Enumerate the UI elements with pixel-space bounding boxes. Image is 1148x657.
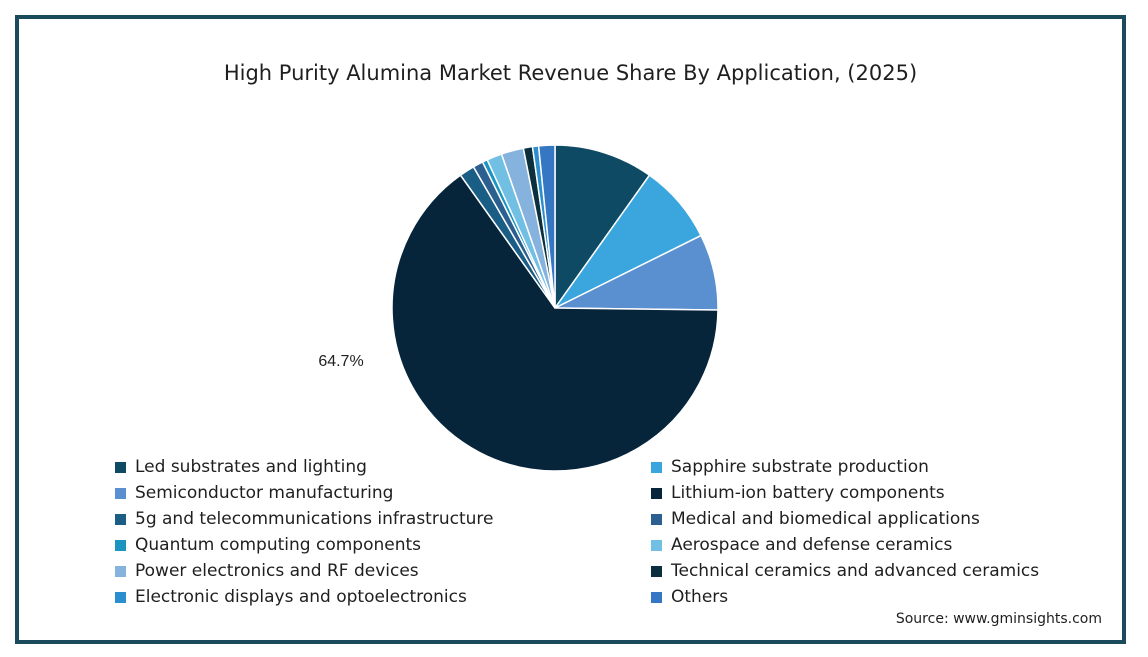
pie-slice-3	[391, 174, 719, 472]
legend-swatch	[651, 513, 662, 525]
chart-title: High Purity Alumina Market Revenue Share…	[223, 61, 918, 85]
legend-label: Aerospace and defense ceramics	[671, 535, 953, 555]
data-label-0: 64.7%	[318, 353, 363, 370]
pie-slice-11	[537, 144, 556, 309]
legend-item: 5g and telecommunications infrastructure	[115, 508, 651, 530]
legend-label: Led substrates and lighting	[135, 457, 367, 477]
legend-swatch	[651, 591, 662, 603]
legend-item: Electronic displays and optoelectronics	[115, 586, 651, 608]
source-note: Source: www.gminsights.com	[895, 611, 1102, 627]
legend-item: Semiconductor manufacturing	[115, 482, 651, 504]
legend-label: 5g and telecommunications infrastructure	[135, 509, 494, 529]
legend-item: Quantum computing components	[115, 534, 651, 556]
legend-swatch	[115, 565, 126, 577]
legend-item: Lithium-ion battery components	[651, 482, 1075, 504]
legend-swatch	[651, 461, 662, 473]
legend-item: Aerospace and defense ceramics	[651, 534, 1075, 556]
legend-item: Led substrates and lighting	[115, 456, 651, 478]
pie-chart: 64.7%	[318, 144, 719, 472]
legend-swatch	[115, 591, 126, 603]
legend-item: Sapphire substrate production	[651, 456, 1075, 478]
legend-swatch	[115, 487, 126, 499]
legend-label: Technical ceramics and advanced ceramics	[671, 561, 1040, 581]
legend-item: Medical and biomedical applications	[651, 508, 1075, 530]
legend-label: Quantum computing components	[135, 535, 422, 555]
legend-swatch	[651, 565, 662, 577]
legend-label: Sapphire substrate production	[671, 457, 929, 477]
legend-swatch	[651, 539, 662, 551]
legend-label: Electronic displays and optoelectronics	[135, 587, 467, 607]
legend-item: Power electronics and RF devices	[115, 560, 651, 582]
legend-label: Lithium-ion battery components	[671, 483, 945, 503]
legend-label: Semiconductor manufacturing	[135, 483, 394, 503]
legend-label: Power electronics and RF devices	[135, 561, 419, 581]
legend-label: Medical and biomedical applications	[671, 509, 980, 529]
legend-swatch	[115, 461, 126, 473]
legend-swatch	[115, 539, 126, 551]
pie-slice-0	[554, 144, 651, 311]
chart-frame: High Purity Alumina Market Revenue Share…	[15, 15, 1126, 644]
chart-legend: Led substrates and lighting Sapphire subs…	[115, 456, 1075, 608]
legend-item: Technical ceramics and advanced ceramics	[651, 560, 1075, 582]
legend-swatch	[651, 487, 662, 499]
legend-label: Others	[671, 587, 729, 607]
legend-swatch	[115, 513, 126, 525]
legend-item: Others	[651, 586, 1075, 608]
